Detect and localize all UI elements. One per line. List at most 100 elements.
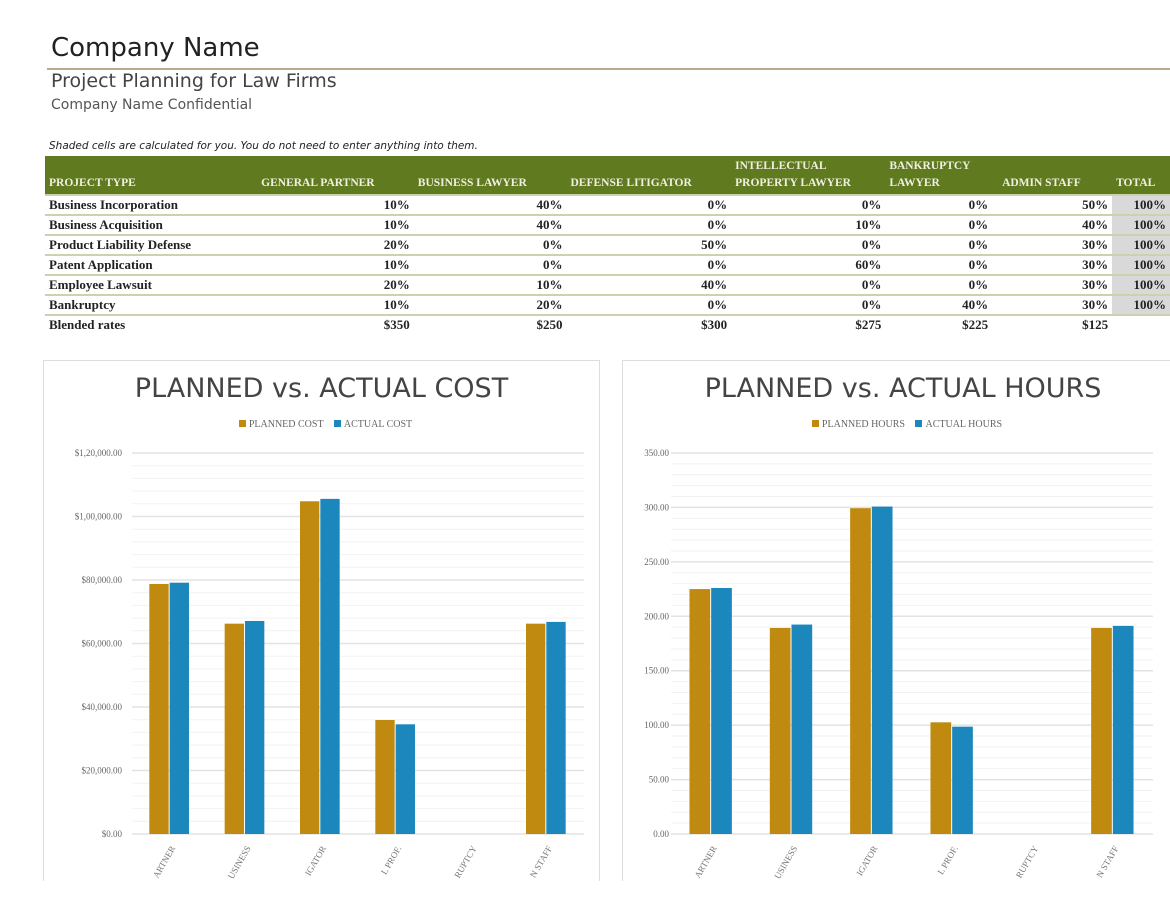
y-tick-label: 250.00 (644, 557, 669, 567)
col-admin-staff: ADMIN STAFF (992, 156, 1113, 195)
total-cell: 100% (1112, 214, 1170, 235)
percent-cell[interactable]: 20% (257, 274, 414, 295)
percent-cell[interactable]: 0% (566, 254, 732, 275)
table-row: Bankruptcy 10% 20% 0% 0% 40% 30% 100% (45, 294, 1170, 316)
percent-cell[interactable]: 0% (413, 254, 567, 275)
subtitle: Project Planning for Law Firms (51, 70, 337, 92)
percent-cell[interactable]: 40% (566, 274, 732, 295)
legend-actual: ACTUAL HOURS (925, 419, 1003, 430)
percent-cell[interactable]: 40% (885, 294, 993, 316)
percent-cell[interactable]: 0% (566, 294, 732, 316)
percent-cell[interactable]: 10% (413, 274, 567, 295)
bar-planned (224, 623, 244, 834)
percent-cell[interactable]: 0% (885, 234, 993, 255)
percent-cell[interactable]: 0% (885, 194, 993, 215)
percent-cell[interactable]: 10% (731, 214, 886, 235)
percent-cell[interactable]: 50% (992, 194, 1113, 215)
blended-rate-cell[interactable]: $350 (257, 314, 414, 334)
col-total: TOTAL (1112, 156, 1170, 195)
table-row: Product Liability Defense 20% 0% 50% 0% 0% 30%… (45, 234, 1170, 255)
legend-swatch-actual (333, 420, 341, 427)
project-type-cell[interactable]: Business Incorporation (45, 194, 258, 215)
y-tick-label: 200.00 (644, 611, 669, 621)
bar-planned (149, 583, 169, 834)
bar-actual (546, 621, 566, 834)
blended-rate-cell[interactable]: $125 (992, 314, 1113, 334)
percent-cell[interactable]: 0% (566, 214, 732, 235)
percent-cell[interactable]: 40% (413, 214, 567, 235)
col-ip-lawyer: INTELLECTUAL PROPERTY LAWYER (731, 156, 886, 195)
confidential-label: Company Name Confidential (51, 97, 253, 113)
percent-cell[interactable]: 40% (413, 194, 567, 215)
bar-planned (769, 627, 791, 834)
total-cell: 100% (1112, 254, 1170, 275)
percent-cell[interactable]: 0% (885, 274, 993, 295)
project-type-cell[interactable]: Patent Application (45, 254, 258, 275)
x-tick-label: L PROF. (379, 844, 403, 876)
col-bankruptcy-lawyer: BANKRUPTCY LAWYER (885, 156, 993, 195)
percent-cell[interactable]: 0% (731, 294, 886, 316)
bar-actual (871, 506, 893, 834)
blended-rate-cell[interactable]: $275 (731, 314, 886, 334)
title-divider (47, 68, 1170, 70)
percent-cell[interactable]: 10% (257, 214, 414, 235)
x-tick-label: USINESS (226, 844, 253, 881)
percent-cell[interactable]: 20% (257, 234, 414, 255)
bar-planned (299, 501, 320, 834)
plot-area: 0.00 50.00 100.00 150.00 200.00 250.00 300.00 3… (644, 448, 1153, 881)
x-tick-label: IGATOR (303, 844, 328, 877)
percent-cell[interactable]: 0% (731, 234, 886, 255)
legend-actual: ACTUAL COST (343, 419, 413, 430)
percent-cell[interactable]: 10% (257, 194, 414, 215)
percent-cell[interactable]: 30% (992, 274, 1113, 295)
col-general-partner: GENERAL PARTNER (257, 156, 414, 195)
bar-actual (791, 624, 813, 834)
percent-cell[interactable]: 10% (257, 294, 414, 316)
y-tick-label: $20,000.00 (82, 766, 123, 776)
percent-cell[interactable]: 0% (885, 254, 993, 275)
legend-swatch-planned (238, 420, 246, 427)
col-project-type: PROJECT TYPE (45, 156, 258, 195)
bar-actual (395, 724, 416, 834)
x-tick-label: ARTNER (693, 844, 719, 880)
x-tick-label: L PROF. (936, 844, 960, 876)
blended-rate-cell[interactable]: $225 (885, 314, 993, 334)
x-tick-label: ARTNER (151, 844, 177, 880)
cost-chart: PLANNED vs. ACTUAL COST PLANNED COST ACT… (43, 360, 600, 881)
y-tick-label: 0.00 (653, 829, 669, 839)
plot-area: $0.00 $20,000.00 $40,000.00 $60,000.00 $80,0… (75, 448, 584, 881)
project-type-cell[interactable]: Business Acquisition (45, 214, 258, 235)
percent-cell[interactable]: 0% (566, 194, 732, 215)
x-tick-label: N STAFF (528, 844, 554, 879)
bar-actual (320, 498, 340, 834)
bar-actual (1112, 625, 1134, 834)
project-type-cell[interactable]: Employee Lawsuit (45, 274, 258, 295)
table-row: Patent Application 10% 0% 0% 60% 0% 30% 100% (45, 254, 1170, 275)
percent-cell[interactable]: 30% (992, 294, 1113, 316)
chart-legend: PLANNED COST ACTUAL COST (44, 419, 599, 430)
blended-rate-cell[interactable]: $300 (566, 314, 732, 334)
chart-title: PLANNED vs. ACTUAL COST (134, 373, 509, 404)
col-business-lawyer: BUSINESS LAWYER (413, 156, 567, 195)
shaded-cells-note: Shaded cells are calculated for you. You… (49, 140, 478, 152)
percent-cell[interactable]: 30% (992, 234, 1113, 255)
percent-cell[interactable]: 30% (992, 254, 1113, 275)
percent-cell[interactable]: 0% (885, 214, 993, 235)
percent-cell[interactable]: 40% (992, 214, 1113, 235)
percent-cell[interactable]: 50% (566, 234, 732, 255)
x-tick-label: IGATOR (854, 844, 879, 877)
bar-planned (525, 623, 546, 834)
percent-cell[interactable]: 0% (413, 234, 567, 255)
blended-rate-cell[interactable]: $250 (413, 314, 567, 334)
project-type-cell[interactable]: Product Liability Defense (45, 234, 258, 255)
percent-cell[interactable]: 60% (731, 254, 886, 275)
percent-cell[interactable]: 0% (731, 194, 886, 215)
project-type-cell[interactable]: Bankruptcy (45, 294, 258, 316)
bar-actual (245, 620, 265, 834)
x-tick-label: N STAFF (1094, 844, 1120, 879)
bar-actual (711, 587, 732, 834)
percent-cell[interactable]: 20% (413, 294, 567, 316)
blended-rates-row: Blended rates $350 $250 $300 $275 $225 $125 (45, 314, 1170, 334)
percent-cell[interactable]: 0% (731, 274, 886, 295)
percent-cell[interactable]: 10% (257, 254, 414, 275)
